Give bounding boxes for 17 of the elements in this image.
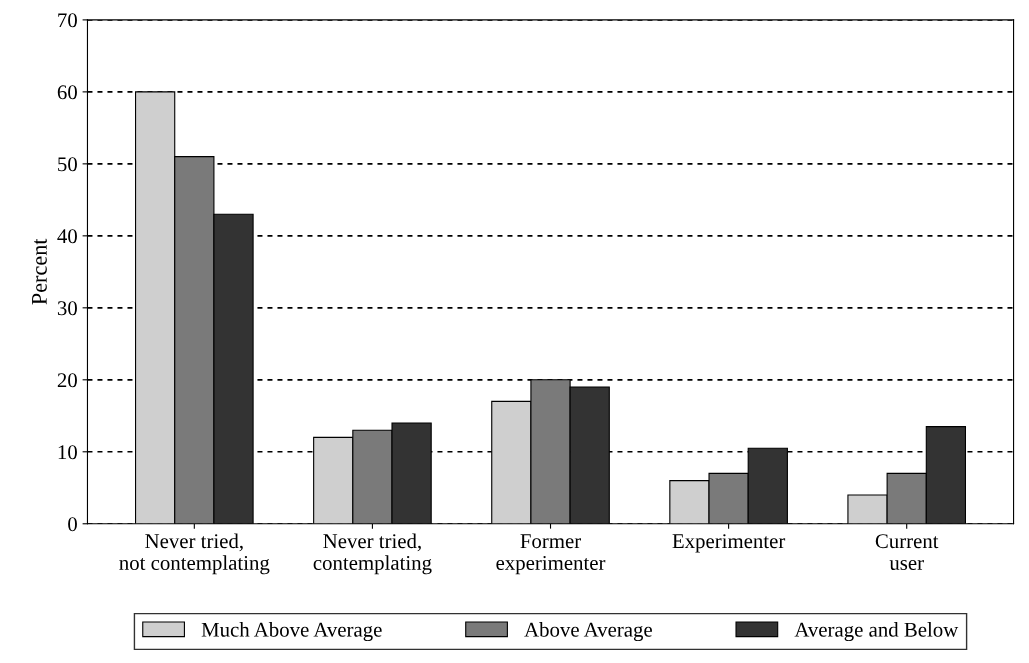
y-tick-label: 50 [58,157,77,172]
legend-label: Much Above Average [201,622,382,642]
y-tick-label: 40 [57,229,77,244]
y-axis-title: Percent [32,238,47,305]
y-tick-label: 20 [57,373,77,388]
y-tick-label: 30 [57,301,77,316]
y-tick-label: 60 [57,85,77,100]
y-tick-label: 0 [68,517,77,532]
x-tick-label: Never tried, not contemplating [119,533,270,575]
x-tick-label: Former experimenter [496,534,606,575]
x-tick-label: Never tried, contemplating [313,533,432,575]
y-tick-label: 70 [58,13,77,28]
legend-label: Above Average [524,622,652,642]
x-tick-label: Experimenter [672,534,786,553]
legend-label: Average and Below [794,622,959,642]
x-tick-label: Current user [875,534,939,570]
y-tick-label: 10 [58,445,77,460]
